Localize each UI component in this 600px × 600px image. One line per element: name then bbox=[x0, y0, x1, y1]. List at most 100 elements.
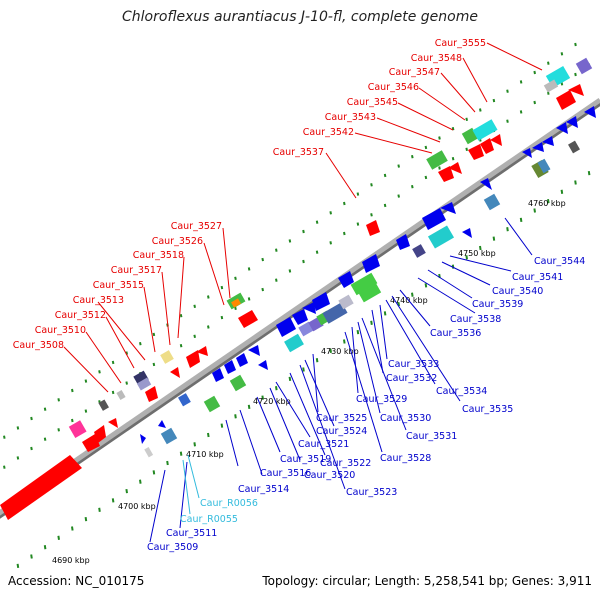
tick-mark bbox=[111, 498, 115, 503]
gene-box bbox=[543, 79, 559, 93]
ruler-labels: 4690 kbp 4700 kbp 4710 kbp 4720 kbp 4730… bbox=[52, 199, 566, 565]
gene-label: Caur_3520 bbox=[304, 470, 355, 481]
gene-label: Caur_3527 bbox=[171, 221, 222, 232]
tick-mark bbox=[356, 329, 360, 335]
tick-mark bbox=[166, 460, 169, 466]
tick-mark bbox=[424, 145, 428, 150]
gene-label: Caur_3509 bbox=[147, 542, 198, 553]
gene-box bbox=[575, 57, 593, 75]
tick-mark bbox=[30, 416, 33, 421]
gene-arrow bbox=[438, 166, 454, 182]
gene-arrow bbox=[224, 360, 236, 374]
accession-text: Accession: NC_010175 bbox=[8, 574, 145, 588]
tick-mark bbox=[247, 297, 251, 301]
tick-mark bbox=[261, 395, 264, 400]
gene-label: Caur_3543 bbox=[325, 112, 376, 123]
gene-label: Caur_3537 bbox=[273, 147, 324, 158]
tick-mark bbox=[343, 231, 346, 236]
gene-arrow bbox=[312, 292, 330, 311]
gene-arrow bbox=[0, 455, 82, 520]
tick-mark bbox=[152, 470, 156, 475]
ruler-label: 4710 kbp bbox=[186, 450, 224, 459]
tick-mark bbox=[451, 264, 455, 269]
gene-box bbox=[98, 399, 109, 411]
gene-arrow bbox=[140, 434, 146, 444]
forward-strand-features bbox=[0, 57, 593, 520]
gene-box bbox=[229, 374, 247, 392]
tick-mark bbox=[125, 381, 128, 385]
tick-mark bbox=[84, 409, 88, 413]
gene-label: Caur_3532 bbox=[386, 373, 437, 384]
tick-mark bbox=[193, 334, 196, 338]
gene-box bbox=[203, 395, 221, 413]
gene-arrow bbox=[145, 386, 158, 402]
ruler-label: 4750 kbp bbox=[458, 249, 496, 258]
gene-label: Caur_3521 bbox=[298, 439, 349, 450]
gene-arrow bbox=[396, 234, 410, 250]
gene-label: Caur_3514 bbox=[238, 484, 289, 495]
tick-mark bbox=[30, 554, 33, 559]
gene-arrow bbox=[480, 178, 492, 190]
tick-mark bbox=[261, 257, 264, 262]
tick-mark bbox=[179, 314, 183, 318]
tick-mark bbox=[288, 239, 292, 243]
gene-arrow bbox=[480, 138, 494, 154]
tick-mark bbox=[220, 315, 224, 320]
tick-mark bbox=[302, 229, 305, 234]
tick-mark bbox=[574, 180, 577, 185]
tick-mark bbox=[315, 220, 319, 224]
tick-mark bbox=[370, 320, 373, 325]
gene-box bbox=[531, 159, 549, 179]
gene-arrow bbox=[566, 116, 578, 128]
tick-mark bbox=[16, 456, 20, 460]
gene-box bbox=[358, 283, 382, 303]
tick-mark bbox=[492, 236, 496, 241]
reverse-strand-features bbox=[98, 106, 596, 458]
tick-mark bbox=[533, 70, 536, 75]
gene-label: Caur_3525 bbox=[316, 413, 367, 424]
gene-label: Caur_3540 bbox=[492, 286, 543, 297]
tick-mark bbox=[71, 418, 74, 423]
gene-arrow bbox=[532, 142, 544, 152]
gene-label: Caur_3542 bbox=[303, 127, 354, 138]
gene-label: Caur_3512 bbox=[55, 310, 106, 321]
tick-mark bbox=[574, 42, 577, 47]
tick-mark bbox=[302, 259, 305, 264]
gene-label: Caur_3547 bbox=[389, 67, 440, 78]
tick-mark bbox=[479, 245, 482, 251]
gene-arrow bbox=[338, 271, 354, 288]
gene-arrow bbox=[448, 162, 462, 174]
tick-mark bbox=[356, 222, 360, 226]
gene-label: Caur_3534 bbox=[436, 386, 487, 397]
gene-label: Caur_3531 bbox=[406, 431, 457, 442]
gene-box bbox=[472, 119, 498, 141]
forward-leader-lines bbox=[63, 42, 543, 393]
tick-mark bbox=[397, 164, 400, 168]
tick-mark bbox=[234, 276, 237, 280]
gene-box bbox=[537, 158, 551, 174]
gene-arrow bbox=[196, 346, 208, 356]
gene-label: Caur_3546 bbox=[368, 82, 419, 93]
tick-mark bbox=[465, 147, 468, 151]
ruler-label: 4700 kbp bbox=[118, 502, 156, 511]
tick-mark bbox=[302, 367, 305, 372]
gene-label: Caur_3510 bbox=[35, 325, 86, 336]
gene-arrow bbox=[186, 350, 200, 368]
gene-arrow bbox=[108, 418, 118, 428]
tick-mark bbox=[506, 89, 509, 93]
gene-label: Caur_3517 bbox=[111, 265, 162, 276]
tick-mark bbox=[465, 255, 468, 260]
tick-mark bbox=[451, 127, 455, 131]
tick-mark bbox=[207, 295, 210, 299]
gene-box bbox=[160, 350, 174, 364]
tick-mark bbox=[57, 535, 60, 540]
gene-arrow bbox=[440, 202, 456, 214]
gene-arrow bbox=[490, 134, 502, 146]
reverse-gene-labels: Caur_3509 Caur_3511 Caur_R0055 Caur_R005… bbox=[147, 256, 585, 553]
gene-arrow bbox=[82, 434, 100, 452]
ruler-label: 4720 kbp bbox=[253, 397, 291, 406]
tick-mark bbox=[207, 325, 210, 329]
tick-mark bbox=[71, 526, 74, 531]
gene-arrow bbox=[276, 317, 296, 337]
